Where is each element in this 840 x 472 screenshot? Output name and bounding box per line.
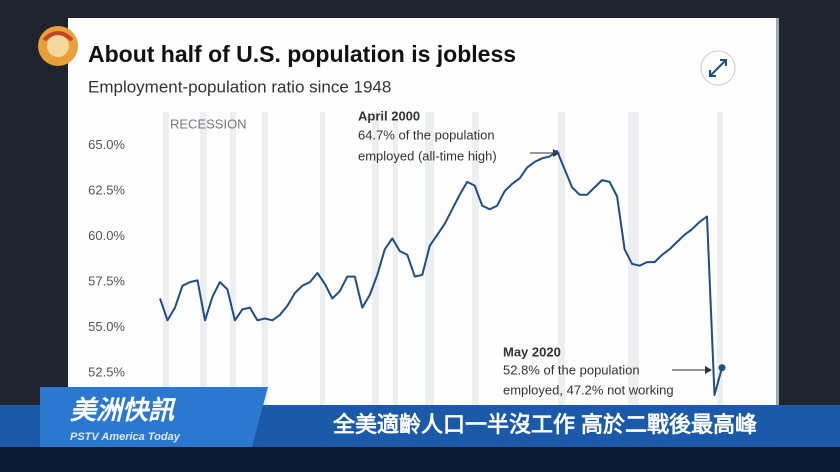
y-tick-label: 60.0% — [88, 228, 125, 243]
annotation-arrow-head — [553, 149, 560, 157]
annotation-text: employed (all-time high) — [358, 148, 497, 163]
y-tick-label: 57.5% — [88, 274, 125, 289]
chart-card — [68, 18, 778, 458]
chart-title: About half of U.S. population is jobless — [88, 41, 516, 67]
annotation-text: 52.8% of the population — [503, 362, 640, 377]
program-box — [40, 387, 268, 447]
headline: 全美適齡人口一半沒工作 高於二戰後最高峰 — [332, 412, 758, 437]
y-tick-label: 65.0% — [88, 137, 125, 152]
annotation-text: 64.7% of the population — [358, 127, 495, 142]
recession-bands — [163, 112, 723, 412]
card-edge — [776, 18, 779, 458]
banner-bottom — [0, 447, 840, 472]
annotation-title: May 2020 — [503, 344, 561, 359]
plot: 52.5% 55.0% 57.5% 60.0% 62.5% 65.0% — [88, 137, 726, 396]
program-subtitle: PSTV America Today — [70, 431, 181, 443]
annotation-arrow-head — [705, 366, 712, 374]
recession-label: RECESSION — [170, 116, 247, 131]
y-tick-label: 52.5% — [88, 365, 125, 380]
y-tick-label: 55.0% — [88, 319, 125, 334]
y-tick-label: 62.5% — [88, 182, 125, 197]
highlight-point — [718, 364, 726, 372]
channel-logo — [38, 26, 78, 66]
program-name: 美洲快訊 — [70, 395, 176, 425]
chart-subtitle: Employment-population ratio since 1948 — [88, 77, 391, 96]
annotation-text: employed, 47.2% not working — [503, 382, 674, 397]
expand-icon[interactable] — [700, 50, 736, 86]
annotation-title: April 2000 — [358, 108, 420, 123]
line-series — [159, 150, 723, 396]
